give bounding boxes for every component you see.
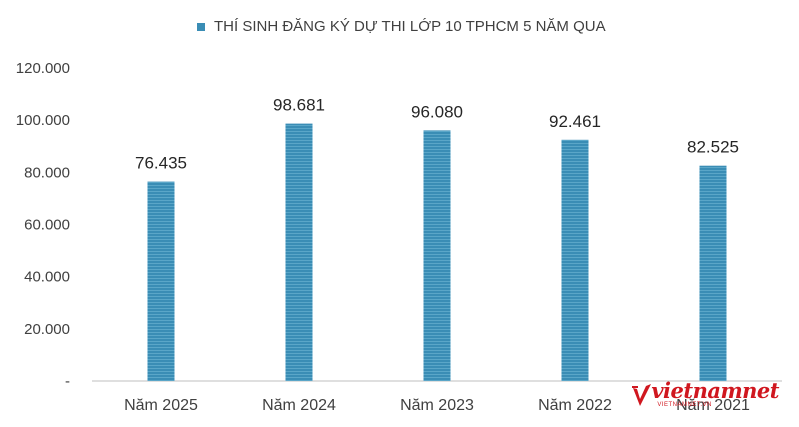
y-tick-label: 20.000 [24, 321, 70, 338]
data-label: 92.461 [549, 112, 601, 131]
legend-label: THÍ SINH ĐĂNG KÝ DỰ THI LỚP 10 TPHCM 5 N… [214, 18, 606, 35]
legend: THÍ SINH ĐĂNG KÝ DỰ THI LỚP 10 TPHCM 5 N… [197, 18, 606, 35]
data-label: 96.080 [411, 102, 463, 121]
x-tick-label: Năm 2024 [262, 397, 336, 414]
x-axis: Năm 2025 Năm 2024 Năm 2023 Năm 2022 Năm 2021 [124, 397, 750, 414]
y-tick-label: 80.000 [24, 164, 70, 181]
data-labels: 76.435 98.681 96.080 92.461 82.525 [135, 96, 739, 173]
data-label: 76.435 [135, 154, 187, 173]
y-tick-label: 60.000 [24, 217, 70, 234]
y-axis: - 20.000 40.000 60.000 80.000 100.000 120.000 [16, 60, 70, 390]
data-label: 82.525 [687, 138, 739, 157]
y-tick-label: 40.000 [24, 269, 70, 286]
y-tick-label: - [65, 373, 70, 390]
bar [699, 165, 727, 381]
x-tick-label: Năm 2025 [124, 397, 198, 414]
bar [147, 181, 175, 381]
bar [285, 123, 313, 381]
bars [147, 123, 727, 381]
y-tick-label: 100.000 [16, 112, 70, 129]
x-tick-label: Năm 2021 [676, 397, 750, 414]
y-tick-label: 120.000 [16, 60, 70, 77]
x-tick-label: Năm 2022 [538, 397, 612, 414]
data-label: 98.681 [273, 96, 325, 115]
bar [561, 139, 589, 381]
legend-swatch [197, 23, 205, 31]
x-tick-label: Năm 2023 [400, 397, 474, 414]
bar [423, 130, 451, 381]
